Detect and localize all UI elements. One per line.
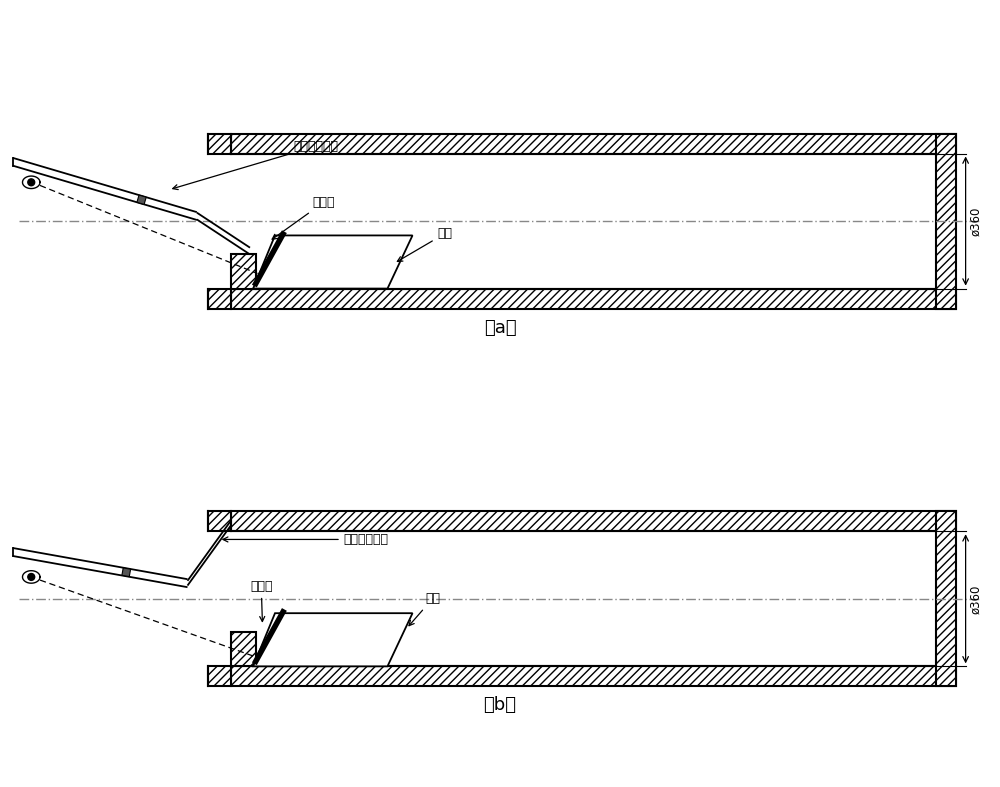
Bar — [231, 512, 956, 531]
Polygon shape — [253, 613, 413, 667]
Circle shape — [28, 179, 35, 186]
Text: 平面镜: 平面镜 — [272, 196, 335, 239]
Bar — [208, 667, 231, 686]
Text: 专用清理工具: 专用清理工具 — [173, 139, 339, 190]
Bar — [231, 667, 956, 686]
Bar — [231, 254, 256, 289]
Circle shape — [28, 574, 35, 580]
Bar — [231, 134, 956, 153]
Bar — [208, 134, 231, 153]
Polygon shape — [253, 235, 413, 289]
Bar — [208, 512, 231, 531]
Text: 木块: 木块 — [409, 593, 440, 626]
Polygon shape — [122, 568, 131, 577]
Text: 平面镜: 平面镜 — [250, 580, 272, 622]
Bar — [208, 289, 231, 309]
Bar — [936, 512, 956, 686]
Text: （b）: （b） — [484, 696, 516, 715]
Bar — [936, 134, 956, 309]
Text: ø360: ø360 — [969, 584, 982, 614]
Text: （a）: （a） — [484, 319, 516, 337]
Polygon shape — [137, 195, 146, 205]
Text: 专用清理工具: 专用清理工具 — [223, 533, 389, 546]
Text: ø360: ø360 — [969, 206, 982, 236]
Bar — [231, 632, 256, 667]
Text: 木块: 木块 — [397, 227, 452, 261]
Bar — [231, 289, 956, 309]
